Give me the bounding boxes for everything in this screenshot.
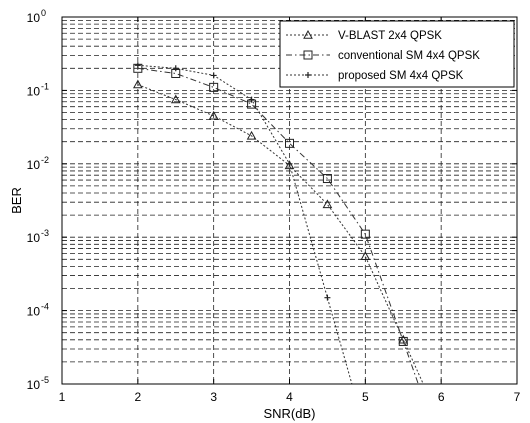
data-point (360, 251, 371, 260)
data-point (172, 65, 179, 72)
data-point (209, 82, 219, 92)
data-point (322, 199, 333, 209)
data-point (208, 110, 219, 120)
y-tick-label: 10 (27, 231, 41, 245)
series-line (137, 67, 419, 385)
y-axis-label: BER (9, 187, 24, 214)
x-tick-label: 3 (210, 390, 217, 404)
y-tick-exponent: -3 (41, 228, 49, 238)
x-tick-label: 1 (59, 390, 66, 404)
x-tick-label: 2 (134, 390, 141, 404)
y-tick-exponent: -1 (41, 81, 49, 91)
legend-label: conventional SM 4x4 QPSK (338, 50, 480, 62)
data-point (246, 130, 257, 140)
legend-box (279, 20, 515, 88)
legend-item: proposed SM 4x4 QPSK (286, 70, 464, 82)
legend-item: conventional SM 4x4 QPSK (286, 50, 480, 62)
legend-marker (303, 29, 313, 39)
data-point (398, 334, 409, 344)
series-3 (134, 62, 353, 385)
x-tick-label: 5 (362, 390, 369, 404)
y-tick-label: 10 (27, 84, 41, 98)
data-point (170, 94, 181, 104)
data-point (210, 72, 217, 79)
data-point (285, 138, 294, 148)
data-point (324, 294, 331, 301)
legend-marker (305, 72, 311, 78)
y-tick-exponent: -2 (41, 155, 49, 165)
y-tick-exponent: -5 (41, 375, 49, 385)
legend-label: proposed SM 4x4 QPSK (338, 70, 464, 82)
y-tick-label: 10 (27, 305, 41, 319)
data-point (322, 174, 332, 184)
y-tick-label: 10 (27, 11, 41, 25)
data-point (248, 96, 255, 103)
x-axis-label: SNR(dB) (263, 406, 315, 421)
legend-item: V-BLAST 2x4 QPSK (286, 29, 442, 42)
y-tick-exponent: 0 (41, 8, 46, 18)
series-layer (132, 62, 424, 385)
data-point (360, 229, 370, 239)
data-point (132, 79, 143, 89)
legend-marker (303, 50, 313, 60)
data-point (398, 336, 408, 346)
x-tick-label: 7 (514, 390, 521, 404)
y-tick-exponent: -4 (41, 302, 49, 312)
data-point (134, 62, 141, 69)
data-point (284, 160, 295, 170)
y-tick-label: 10 (27, 378, 41, 392)
y-tick-label: 10 (27, 158, 41, 172)
legend-label: V-BLAST 2x4 QPSK (338, 30, 442, 42)
legend: V-BLAST 2x4 QPSK conventional SM 4x4 QPSK… (279, 20, 515, 88)
x-tick-label: 6 (438, 390, 445, 404)
x-tick-label: 4 (286, 390, 293, 404)
data-point (286, 160, 293, 167)
